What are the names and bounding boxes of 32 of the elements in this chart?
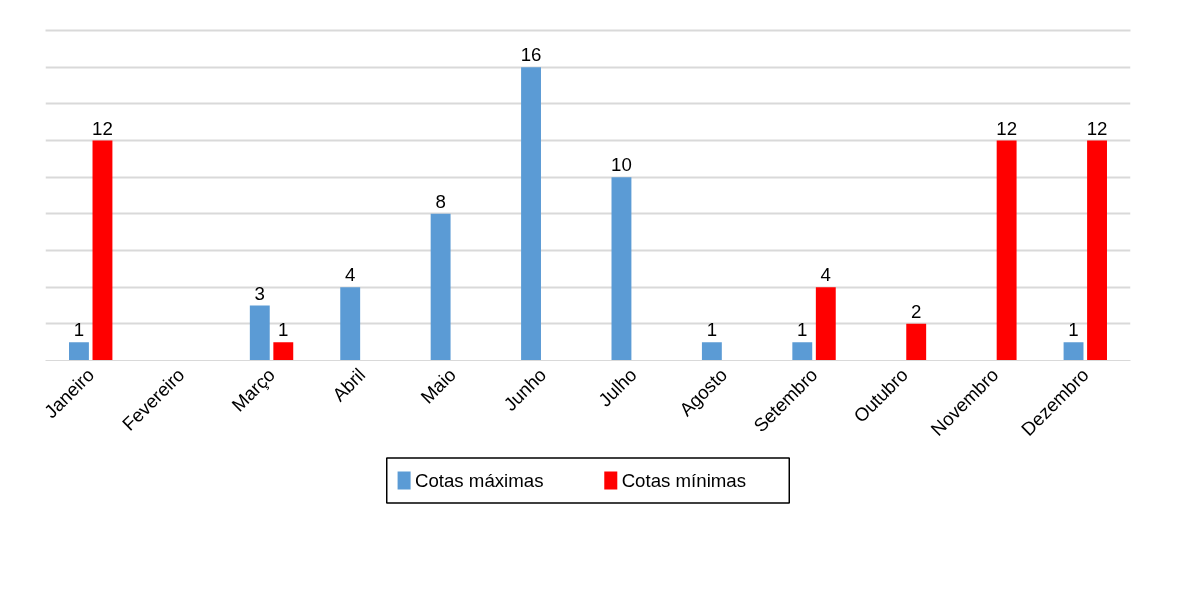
data-label: 16 — [520, 44, 542, 66]
data-label: 1 — [706, 319, 718, 341]
bar — [701, 342, 722, 361]
data-label: 12 — [92, 117, 113, 139]
bar — [1063, 342, 1084, 361]
data-label: 1 — [1068, 319, 1079, 341]
data-label: 4 — [820, 264, 831, 286]
data-label: 1 — [73, 319, 85, 341]
bar — [906, 323, 927, 361]
data-label: 8 — [435, 190, 446, 212]
data-label: 2 — [911, 300, 922, 322]
data-label: 12 — [996, 117, 1018, 139]
data-label: 1 — [797, 319, 808, 341]
bar — [92, 140, 113, 361]
data-label: 10 — [611, 154, 632, 176]
bar — [815, 287, 836, 361]
legend-label: Cotas mínimas — [621, 470, 747, 491]
data-label: 12 — [1086, 117, 1108, 139]
data-label: 3 — [254, 282, 265, 304]
data-label: 4 — [345, 264, 356, 286]
bar — [521, 67, 541, 361]
bar — [69, 342, 89, 361]
bar — [1087, 140, 1107, 361]
bar — [273, 342, 294, 361]
bar — [340, 287, 361, 361]
data-label: 1 — [278, 319, 289, 341]
bar — [792, 342, 813, 361]
bar — [249, 305, 270, 361]
bar — [611, 177, 632, 361]
legend-label: Cotas máximas — [414, 470, 544, 491]
bar — [996, 140, 1017, 361]
bar — [430, 213, 451, 361]
